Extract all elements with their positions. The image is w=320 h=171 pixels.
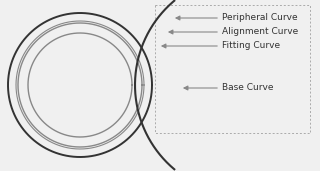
Text: Alignment Curve: Alignment Curve [222,28,298,36]
Text: Fitting Curve: Fitting Curve [222,42,280,50]
Text: Peripheral Curve: Peripheral Curve [222,14,298,23]
Bar [155,5,310,133]
Text: Base Curve: Base Curve [222,83,274,93]
